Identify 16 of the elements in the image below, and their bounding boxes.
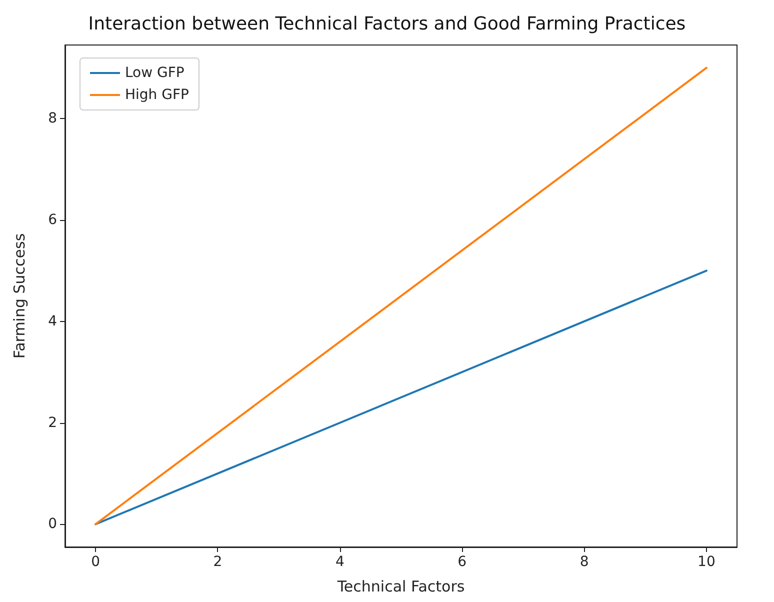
legend-label: Low GFP — [125, 65, 184, 81]
y-tick-label: 0 — [48, 516, 57, 532]
y-axis-title: Farming Success — [10, 233, 28, 359]
y-tick-label: 4 — [48, 313, 58, 330]
x-tick-label: 0 — [91, 554, 100, 570]
y-tick-label: 6 — [48, 212, 58, 228]
x-tick-label: 4 — [335, 554, 344, 570]
x-tick-label: 10 — [698, 554, 716, 570]
x-tick-label: 8 — [580, 554, 589, 570]
x-tick-label: 2 — [213, 554, 222, 570]
x-axis-title: Technical Factors — [336, 578, 465, 596]
y-tick-label: 8 — [48, 110, 57, 127]
chart-title: Interaction between Technical Factors and Good Farming Practices — [88, 14, 686, 34]
y-tick-label: 2 — [48, 414, 57, 431]
x-tick-label: 6 — [458, 554, 467, 570]
legend-label: High GFP — [125, 87, 189, 103]
